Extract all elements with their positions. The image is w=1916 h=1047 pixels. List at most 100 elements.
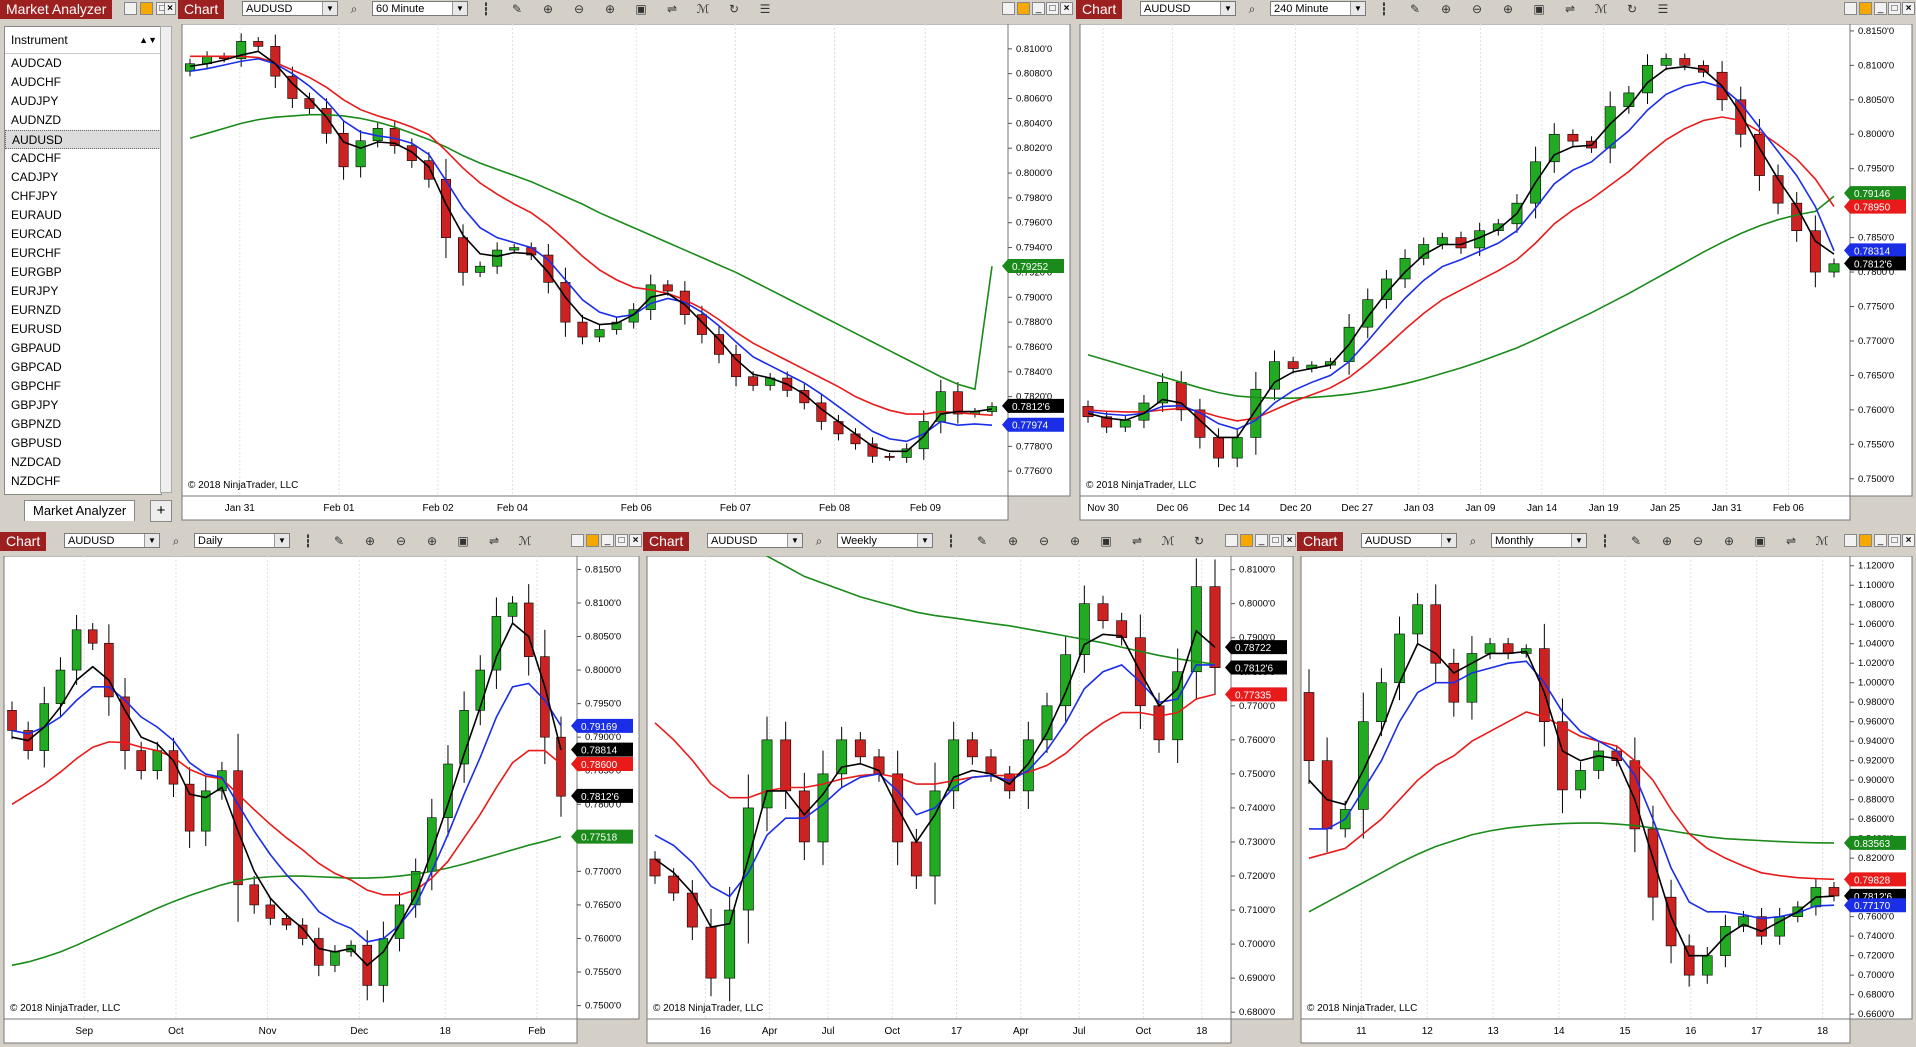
search-icon[interactable]: ⌕: [1248, 2, 1256, 16]
instrument-selector[interactable]: AUDUSD ▼: [707, 533, 803, 548]
instrument-row[interactable]: AUDUSD: [5, 130, 161, 149]
color-link-button[interactable]: [1240, 534, 1253, 547]
zoom-out-icon[interactable]: ⊖: [1692, 534, 1704, 548]
data-box-icon[interactable]: ▣: [457, 534, 469, 548]
indicators-icon[interactable]: ⇌: [666, 2, 678, 16]
instrument-row[interactable]: CHFJPY: [11, 189, 58, 203]
color-link-button[interactable]: [586, 534, 599, 547]
color-link-button[interactable]: [1859, 534, 1872, 547]
instrument-row[interactable]: EURJPY: [11, 284, 59, 298]
minimize-button[interactable]: _: [1874, 2, 1887, 15]
close-button[interactable]: ×: [1283, 534, 1296, 547]
instrument-row[interactable]: EURGBP: [11, 265, 62, 279]
instrument-row[interactable]: CADJPY: [11, 170, 59, 184]
instrument-list[interactable]: Instrument ▲▼ AUDCAD AUDCHF AUDJPY AUDNZD AU…: [4, 26, 162, 495]
instrument-row[interactable]: GBPCAD: [11, 360, 62, 374]
instrument-row[interactable]: CADCHF: [11, 151, 61, 165]
interval-selector[interactable]: 240 Minute ▼: [1270, 1, 1366, 16]
instrument-row[interactable]: EURCAD: [11, 227, 62, 241]
market-analyzer-titlebar[interactable]: Market Analyzer □ ×: [0, 0, 178, 19]
close-button[interactable]: ×: [629, 534, 642, 547]
indicators-icon[interactable]: ⇌: [1131, 534, 1143, 548]
crosshair-icon[interactable]: ⊕: [1502, 2, 1514, 16]
strategies-icon[interactable]: ℳ: [1815, 534, 1829, 548]
data-box-icon[interactable]: ▣: [1533, 2, 1545, 16]
crosshair-icon[interactable]: ⊕: [1069, 534, 1081, 548]
bar-type-icon[interactable]: ┇: [947, 534, 955, 548]
instrument-row[interactable]: GBPNZD: [11, 417, 62, 431]
strategies-icon[interactable]: ℳ: [1161, 534, 1175, 548]
zoom-in-icon[interactable]: ⊕: [1440, 2, 1452, 16]
search-icon[interactable]: ⌕: [172, 534, 180, 548]
close-button[interactable]: ×: [1902, 2, 1915, 15]
instrument-row[interactable]: GBPAUD: [11, 341, 61, 355]
link-button[interactable]: [1844, 534, 1857, 547]
instrument-selector[interactable]: AUDUSD ▼: [1140, 1, 1236, 16]
draw-icon[interactable]: ✎: [333, 534, 345, 548]
bar-type-icon[interactable]: ┇: [1380, 2, 1388, 16]
minimize-button[interactable]: _: [601, 534, 614, 547]
price-chart[interactable]: 16 Apr Jul Oct 17 Apr Jul Oct 18 0.8100'0 0.8000'0…: [643, 556, 1297, 1047]
minimize-button[interactable]: _: [1032, 2, 1045, 15]
instrument-row[interactable]: GBPJPY: [11, 398, 59, 412]
hotkeys-icon[interactable]: ↻: [1193, 534, 1205, 548]
instrument-row[interactable]: EURUSD: [11, 322, 62, 336]
chart-trader-icon[interactable]: ☰: [1657, 2, 1669, 16]
search-icon[interactable]: ⌕: [815, 534, 823, 548]
crosshair-icon[interactable]: ⊕: [604, 2, 616, 16]
strategies-icon[interactable]: ℳ: [696, 2, 710, 16]
instrument-selector[interactable]: AUDUSD ▼: [64, 533, 160, 548]
zoom-out-icon[interactable]: ⊖: [573, 2, 585, 16]
instrument-row[interactable]: AUDCAD: [11, 56, 62, 70]
instrument-row[interactable]: EURCHF: [11, 246, 61, 260]
interval-selector[interactable]: Monthly ▼: [1491, 533, 1587, 548]
close-button[interactable]: ×: [1060, 2, 1073, 15]
instrument-row[interactable]: GBPCHF: [11, 379, 62, 393]
instrument-row[interactable]: AUDJPY: [11, 94, 59, 108]
instrument-row[interactable]: AUDCHF: [11, 75, 61, 89]
link-button[interactable]: [1844, 2, 1857, 15]
crosshair-icon[interactable]: ⊕: [1723, 534, 1735, 548]
sort-icon[interactable]: ▲▼: [139, 35, 157, 45]
add-tab-button[interactable]: +: [150, 500, 172, 522]
maximize-button[interactable]: □: [1269, 534, 1282, 547]
price-chart[interactable]: Nov 30 Dec 06 Dec 14 Dec 20 Dec 27 Jan 03 Jan …: [1076, 24, 1916, 524]
price-chart[interactable]: 11 12 13 14 15 16 17 18 1.1200'0 1.1000'0 1.0800'0…: [1297, 556, 1916, 1047]
instrument-row[interactable]: AUDNZD: [11, 113, 61, 127]
instrument-selector[interactable]: AUDUSD ▼: [242, 1, 338, 16]
indicators-icon[interactable]: ⇌: [1564, 2, 1576, 16]
search-icon[interactable]: ⌕: [1469, 534, 1477, 548]
zoom-in-icon[interactable]: ⊕: [364, 534, 376, 548]
minimize-button[interactable]: _: [1255, 534, 1268, 547]
bar-type-icon[interactable]: ┇: [1601, 534, 1609, 548]
close-button[interactable]: ×: [1902, 534, 1915, 547]
data-box-icon[interactable]: ▣: [1100, 534, 1112, 548]
search-icon[interactable]: ⌕: [350, 2, 358, 16]
maximize-button[interactable]: □: [1888, 2, 1901, 15]
chart-trader-icon[interactable]: ☰: [759, 2, 771, 16]
draw-icon[interactable]: ✎: [1409, 2, 1421, 16]
data-box-icon[interactable]: ▣: [1754, 534, 1766, 548]
close-button[interactable]: ×: [164, 2, 176, 15]
instrument-row[interactable]: NZDCHF: [11, 474, 61, 488]
draw-icon[interactable]: ✎: [976, 534, 988, 548]
instrument-row[interactable]: NZDCAD: [11, 455, 61, 469]
instrument-column-header[interactable]: Instrument ▲▼: [5, 27, 161, 54]
link-button[interactable]: [571, 534, 584, 547]
zoom-in-icon[interactable]: ⊕: [1007, 534, 1019, 548]
price-chart[interactable]: Jan 31 Feb 01 Feb 02 Feb 04 Feb 06 Feb 07 Feb …: [178, 24, 1074, 524]
crosshair-icon[interactable]: ⊕: [426, 534, 438, 548]
zoom-out-icon[interactable]: ⊖: [395, 534, 407, 548]
color-link-button[interactable]: [1859, 2, 1872, 15]
data-box-icon[interactable]: ▣: [635, 2, 647, 16]
price-chart[interactable]: Sep Oct Nov Dec 18 Feb 0.8150'0 0.8100'0 0.8050'…: [0, 556, 643, 1047]
indicators-icon[interactable]: ⇌: [488, 534, 500, 548]
link-button[interactable]: [1225, 534, 1238, 547]
hotkeys-icon[interactable]: ↻: [1626, 2, 1638, 16]
instrument-row[interactable]: EURAUD: [11, 208, 62, 222]
strategies-icon[interactable]: ℳ: [518, 534, 532, 548]
draw-icon[interactable]: ✎: [511, 2, 523, 16]
instrument-row[interactable]: GBPUSD: [11, 436, 62, 450]
maximize-button[interactable]: □: [1888, 534, 1901, 547]
maximize-button[interactable]: □: [1046, 2, 1059, 15]
